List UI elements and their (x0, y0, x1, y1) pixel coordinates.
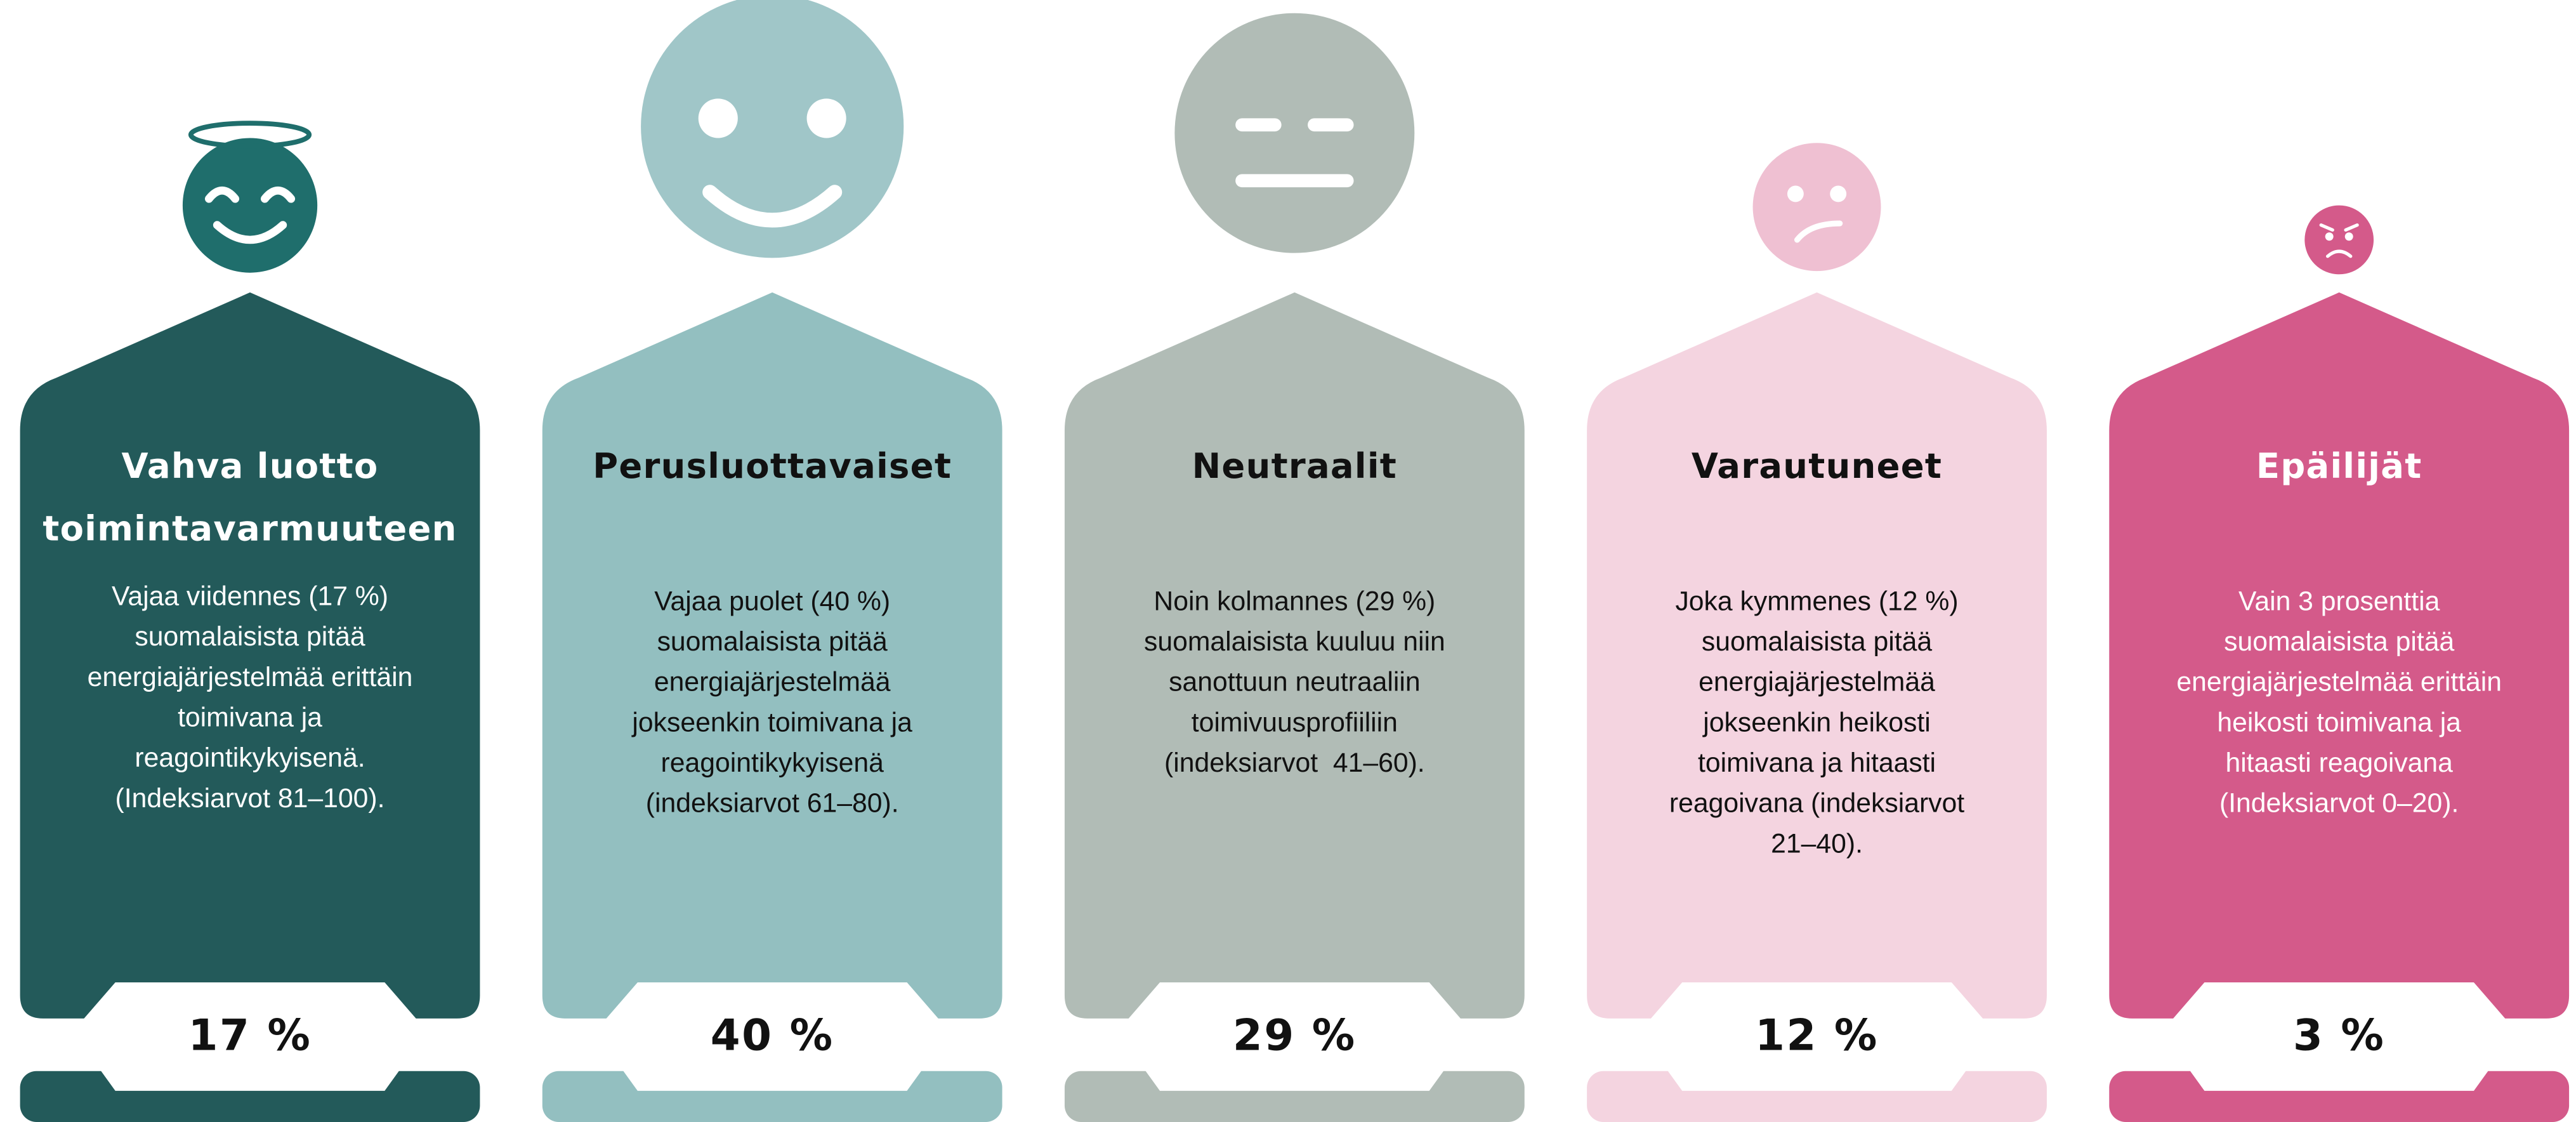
percent-tab (2162, 982, 2517, 1091)
card-description: 21–40). (1771, 828, 1863, 859)
mouth (1794, 220, 1843, 243)
card-title: Epäilijät (2256, 446, 2422, 486)
halo (188, 121, 312, 149)
eye (1787, 185, 1804, 202)
card-description: suomalaisista pitää (657, 626, 888, 657)
card-title: Perusluottavaiset (593, 446, 952, 486)
card-description: (indeksiarvot 61–80). (646, 788, 899, 819)
brows (2319, 223, 2359, 258)
card-description: heikosti toimivana ja (2217, 707, 2461, 737)
card-title: Neutraalit (1192, 446, 1397, 486)
card: Neutraalit Noin kolmannes (29 %) suomalais… (1064, 13, 1525, 1122)
card-percent: 17 % (188, 1011, 312, 1060)
eye (204, 186, 296, 203)
card: Vahva luotto toimintavarmuuteen Vajaa viid… (20, 121, 480, 1122)
card-description: hitaasti reagoivana (2225, 748, 2453, 778)
card-description: reagointikykyisenä (661, 748, 884, 778)
card-description: toimivuusprofiiliin (1192, 707, 1398, 737)
card-description: (Indeksiarvot 81–100). (115, 783, 385, 814)
percent-tab (1639, 982, 1995, 1091)
card-body (20, 292, 480, 1019)
eye (1235, 118, 1354, 188)
card-description: jokseenkin heikosti (1702, 707, 1930, 737)
card-description: energiajärjestelmää erittäin (88, 662, 413, 692)
card: Epäilijät Vain 3 prosenttia suomalaisista … (2109, 205, 2570, 1122)
percent-tab (1117, 982, 1472, 1091)
card-body (2109, 292, 2570, 1019)
card-description: jokseenkin toimivana ja (631, 707, 912, 737)
face-icon (182, 121, 318, 273)
card-description: suomalaisista kuuluu niin (1144, 626, 1445, 657)
percent-tab (72, 982, 428, 1091)
card-percent: 12 % (1755, 1011, 1879, 1060)
card-description: Vain 3 prosenttia (2238, 586, 2440, 616)
card: Perusluottavaiset Vajaa puolet (40 %) suom… (542, 0, 1002, 1122)
card-body (1587, 292, 2047, 1019)
face-icon (1174, 13, 1415, 253)
eye (2325, 232, 2334, 241)
card-description: Vajaa puolet (40 %) (654, 586, 890, 616)
face (182, 138, 318, 273)
card-description: energiajärjestelmää (1699, 667, 1935, 697)
face-icon (641, 0, 904, 258)
eye (2344, 232, 2353, 241)
card: Varautuneet Joka kymmenes (12 %) suomalais… (1587, 143, 2047, 1122)
mouth (702, 185, 843, 228)
mouth (213, 221, 287, 244)
percent-tab (595, 982, 950, 1091)
face (2304, 205, 2374, 275)
card-description: Joka kymmenes (12 %) (1675, 586, 1958, 616)
card-description: toimivana ja (178, 703, 322, 733)
card-title: Vahva luotto (121, 446, 378, 486)
card-percent: 29 % (1233, 1011, 1357, 1060)
eye (806, 98, 846, 138)
face (1174, 13, 1415, 253)
card-description: (indeksiarvot 41–60). (1164, 748, 1425, 778)
eye (1830, 185, 1847, 202)
card-description: energiajärjestelmää (654, 667, 891, 697)
face (1752, 143, 1881, 272)
face-icon (2304, 205, 2374, 275)
eye (698, 98, 738, 138)
card-description: toimivana ja hitaasti (1698, 748, 1936, 778)
card-description: suomalaisista pitää (2224, 626, 2454, 657)
card-body (542, 292, 1002, 1019)
card-description: suomalaisista pitää (135, 621, 365, 652)
card-percent: 40 % (711, 1011, 834, 1060)
card-body (1064, 292, 1525, 1019)
card-percent: 3 % (2293, 1011, 2385, 1060)
card-title: toimintavarmuuteen (43, 508, 457, 548)
card-description: energiajärjestelmää erittäin (2176, 667, 2502, 697)
card-description: reagoivana (indeksiarvot (1669, 788, 1964, 819)
card-description: Noin kolmannes (29 %) (1153, 586, 1435, 616)
face-icon (1752, 143, 1881, 272)
card-description: Vajaa viidennes (17 %) (112, 581, 388, 612)
card-description: sanottuun neutraaliin (1169, 667, 1421, 697)
card-title: Varautuneet (1692, 446, 1942, 486)
card-description: suomalaisista pitää (1702, 626, 1932, 657)
card-description: (Indeksiarvot 0–20). (2219, 788, 2459, 819)
card-description: reagointikykyisenä. (135, 742, 365, 773)
